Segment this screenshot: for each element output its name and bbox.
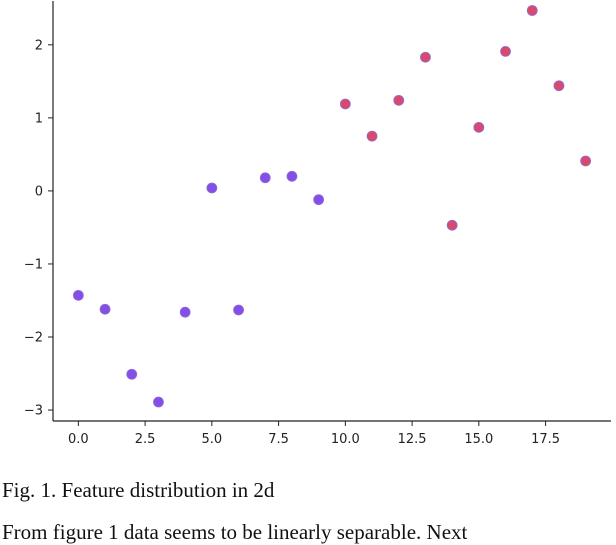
scatter-point [153, 396, 164, 408]
x-tick-label: 10.0 [331, 432, 360, 447]
scatter-point [72, 289, 84, 301]
y-tick-label: −3 [24, 404, 43, 419]
x-tick-label: 5.0 [202, 432, 223, 447]
x-tick-label: 15.0 [464, 432, 493, 447]
y-tick-label: −1 [24, 257, 43, 272]
scatter-point [580, 155, 592, 167]
y-tick-label: 2 [35, 38, 43, 53]
scatter-point [259, 172, 271, 184]
figure-caption: Fig. 1. Feature distribution in 2d [2, 478, 275, 502]
scatter-point [286, 170, 298, 182]
x-tick-label: 7.5 [268, 432, 289, 447]
scatter-point [179, 306, 191, 318]
body-paragraph: From figure 1 data seems to be linearly … [2, 520, 468, 544]
scatter-point [99, 303, 111, 315]
scatter-point [393, 94, 405, 106]
scatter-point [420, 51, 431, 63]
scatter-plot-svg: 0.0 2.5 5.0 7.5 10.0 12.5 15.0 17.5 −3 −2 −1 0 1 2 [24, 1, 611, 447]
scatter-chart: 0.0 2.5 5.0 7.5 10.0 12.5 15.0 17.5 −3 −2 −1 0 1 2 [24, 1, 611, 447]
scatter-point [473, 121, 485, 133]
scatter-point [500, 46, 511, 57]
data-points [72, 5, 592, 408]
ticks: 0.0 2.5 5.0 7.5 10.0 12.5 15.0 17.5 −3 −2 −1 0 1 2 [24, 38, 560, 447]
x-tick-label: 17.5 [531, 432, 560, 447]
axes [52, 1, 611, 422]
scatter-point [313, 194, 325, 206]
x-tick-label: 0.0 [68, 432, 89, 447]
scatter-point [446, 219, 458, 231]
scatter-point [553, 80, 565, 92]
y-tick-label: 0 [35, 184, 43, 199]
scatter-point [526, 5, 538, 16]
y-tick-label: −2 [24, 331, 43, 346]
scatter-point [339, 98, 351, 110]
scatter-point [206, 182, 218, 194]
x-tick-label: 12.5 [398, 432, 427, 447]
scatter-point [126, 368, 138, 380]
x-tick-label: 2.5 [135, 432, 156, 447]
scatter-point [366, 130, 378, 142]
y-tick-label: 1 [35, 111, 43, 126]
scatter-point [233, 304, 244, 316]
